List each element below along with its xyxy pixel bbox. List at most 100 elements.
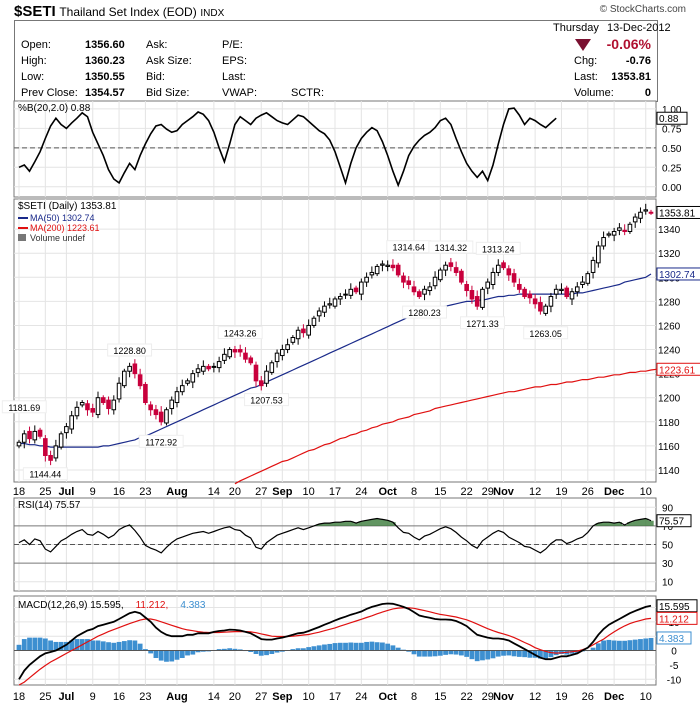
macd-xtick-label: 25 [39, 691, 51, 703]
macd-xtick-label: 15 [434, 691, 446, 703]
macd-xtick-label: 27 [255, 691, 267, 703]
candle-body [438, 269, 443, 281]
macd-histogram-bar [606, 639, 612, 651]
candle-body [148, 404, 153, 411]
stockcharts-credit[interactable]: © StockCharts.com [599, 4, 686, 15]
macd-xtick-label: 20 [229, 691, 241, 703]
price-ytick-label: 1340 [658, 225, 681, 236]
annotation-box [460, 316, 505, 330]
candle-body [164, 409, 169, 424]
candle-body [79, 402, 85, 406]
ma200-last-value-box [656, 362, 700, 376]
macd-histogram-bar [459, 650, 464, 656]
candle-body [464, 284, 469, 292]
price-annotation: 1271.33 [466, 319, 499, 329]
macd-histogram-bar [501, 650, 506, 656]
price-annotation: 1172.92 [145, 437, 177, 447]
candle-body [248, 357, 254, 364]
candle-body [411, 286, 417, 293]
macd-xtick-label: 9 [90, 691, 96, 703]
macd-ytick-label: 0 [671, 647, 677, 658]
candle-body [448, 262, 454, 267]
macd-signal-title: 11.212, [136, 600, 169, 611]
candle-body [301, 328, 306, 334]
rsi-ytick-label: 90 [662, 503, 674, 514]
pb-ytick-label: 0.00 [662, 183, 682, 194]
macd-histogram-bar [69, 640, 75, 651]
macd-hist-title: 4.383 [180, 600, 205, 611]
annotation-box [475, 241, 521, 255]
macd-histogram-bar [648, 637, 654, 651]
macd-histogram-bar [232, 648, 238, 651]
macd-histogram-bar [258, 650, 264, 656]
macd-histogram-bar [506, 650, 512, 656]
candle-body [127, 365, 132, 372]
candle-body [564, 287, 570, 298]
candle-body [406, 280, 412, 286]
candle-body [227, 349, 232, 358]
price-ytick-label: 1280 [658, 297, 681, 308]
vwap-label: VWAP: [222, 87, 258, 99]
candle-body [622, 229, 627, 233]
symbol: $SETI [14, 3, 56, 20]
price-last-value-box [656, 205, 700, 219]
macd-histogram-bar [274, 650, 280, 653]
macd-histogram-bar [137, 643, 143, 651]
candle-body [553, 288, 559, 295]
candle-body [490, 271, 496, 286]
price-ytick-label: 1180 [658, 418, 680, 429]
macd-xtick-label: Dec [604, 691, 624, 703]
annotation-box [107, 343, 153, 357]
candle-body [495, 264, 501, 273]
macd-histogram-bar [143, 649, 148, 651]
candle-body [58, 433, 64, 448]
candle-body [106, 399, 111, 410]
annotation-box [138, 434, 184, 448]
macd-histogram-bar [416, 650, 422, 657]
macd-histogram-bar [53, 641, 59, 651]
candle-body [369, 271, 375, 276]
rsi-ytick-label: 70 [662, 522, 674, 533]
candle-body [169, 399, 175, 410]
macd-histogram-bar [200, 650, 206, 652]
candle-body [517, 284, 522, 290]
candle-body [353, 287, 359, 293]
macd-histogram-bar [90, 640, 96, 651]
open-value: 1356.60 [85, 39, 125, 51]
candle-body [443, 264, 448, 271]
percent-b-last-value-box [656, 111, 688, 125]
rsi-ytick-label: 30 [662, 559, 674, 570]
candle-body [527, 293, 533, 299]
chg-value: -0.76 [625, 55, 651, 67]
macd-histogram-bar [121, 641, 127, 651]
macd-histogram-bar [48, 640, 53, 651]
pb-ytick-label: 0.75 [662, 124, 682, 135]
candle-body [474, 296, 480, 307]
pb-ytick-label: 1.00 [662, 105, 682, 116]
candle-body [264, 370, 269, 384]
candle-body [538, 302, 543, 312]
change-percent: -0.06% [606, 36, 651, 52]
candle-body [85, 403, 90, 411]
price-xtick-label: 20 [229, 486, 241, 498]
macd-histogram-bar [390, 645, 396, 651]
ma200-last-value: 1223.61 [659, 365, 696, 376]
annotation-box [217, 326, 263, 340]
price-annotation: 1207.53 [250, 396, 283, 406]
price-annotation: 1243.26 [224, 329, 257, 339]
macd-histogram-bar [632, 639, 638, 651]
macd-histogram-bar [590, 647, 596, 651]
price-ytick-label: 1200 [658, 394, 681, 405]
macd-histogram-bar [95, 640, 101, 651]
down-arrow-icon [575, 39, 591, 51]
candle-body [48, 455, 53, 461]
macd-xtick-label: 10 [640, 691, 652, 703]
macd-histogram-bar [464, 650, 470, 657]
macd-histogram-bar [353, 642, 359, 651]
bid-size-label: Bid Size: [146, 87, 190, 99]
last-label: Last: [222, 71, 246, 83]
candle-body [569, 291, 575, 300]
macd-histogram-bar [337, 642, 343, 651]
candle-body [611, 231, 617, 236]
macd-histogram-bar [516, 650, 522, 657]
